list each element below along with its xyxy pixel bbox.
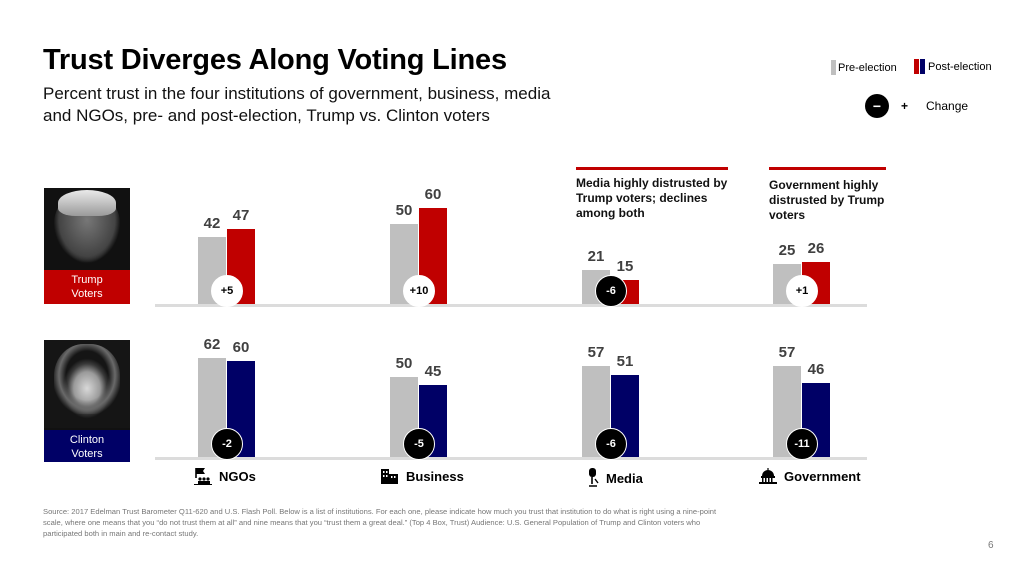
trump-media-change-badge: -6	[595, 275, 627, 307]
trump-baseline	[155, 304, 867, 307]
clinton-media-pre-value: 57	[587, 343, 605, 361]
category-business: Business	[380, 467, 464, 485]
trump-media-pre-value: 21	[587, 248, 605, 266]
clinton-government-post-value: 46	[807, 361, 825, 379]
page-number: 6	[988, 540, 994, 551]
legend-minus-circle: −	[865, 94, 889, 118]
legend-swatch-post-clinton	[920, 59, 925, 74]
trump-ngos-post-value: 47	[232, 206, 250, 224]
clinton-label-line2: Voters	[71, 448, 103, 460]
trump-voters-label: Trump Voters	[44, 270, 130, 304]
legend-swatch-post-trump	[914, 59, 919, 74]
trump-ngos-change-badge: +5	[211, 275, 243, 307]
clinton-business-pre-value: 50	[395, 355, 413, 372]
clinton-ngos-change-badge: -2	[211, 428, 243, 460]
trump-label-line2: Voters	[71, 288, 103, 300]
category-ngos: NGOs	[193, 467, 256, 485]
trump-business-pre-value: 50	[395, 202, 413, 219]
legend-change: − + Change	[865, 94, 968, 118]
media-microphone-icon	[586, 467, 600, 487]
clinton-business-change-badge: -5	[403, 428, 435, 460]
trump-photo: Trump Voters	[44, 188, 130, 304]
category-label: Business	[406, 468, 464, 484]
trump-government-change-badge: +1	[786, 275, 818, 307]
legend-plus: +	[901, 99, 909, 113]
clinton-ngos-pre-value: 62	[203, 335, 221, 353]
trump-business-change-badge: +10	[403, 275, 435, 307]
category-label: Media	[606, 471, 643, 486]
clinton-government-pre-value: 57	[778, 343, 796, 361]
legend-swatch-pre	[831, 60, 836, 75]
clinton-government-change-badge: -11	[786, 428, 818, 460]
government-annotation-text: Government highly distrusted by Trump vo…	[769, 178, 885, 222]
trump-ngos-pre-value: 42	[203, 214, 221, 232]
clinton-media-post-value: 51	[616, 353, 634, 371]
category-government: Government	[758, 467, 861, 485]
category-label: Government	[784, 468, 861, 484]
category-label: NGOs	[219, 468, 256, 484]
legend-change-label: Change	[926, 99, 969, 113]
annotation-rule	[769, 167, 886, 170]
source-footnote: Source: 2017 Edelman Trust Barometer Q11…	[43, 507, 717, 538]
clinton-baseline	[155, 457, 867, 460]
government-annotation: Government highly distrusted by Trump vo…	[769, 167, 899, 223]
legend-post-election: Post-election	[914, 59, 992, 74]
trump-government-post-value: 26	[807, 240, 825, 258]
legend-pre-election: Pre-election	[831, 60, 897, 75]
media-annotation-text: Media highly distrusted by Trump voters;…	[576, 176, 728, 220]
clinton-ngos-post-value: 60	[232, 339, 250, 356]
clinton-label-line1: Clinton	[69, 434, 105, 446]
business-building-icon	[380, 467, 400, 485]
portrait-hair	[58, 190, 116, 216]
category-media: Media	[586, 467, 643, 487]
legend-post-label: Post-election	[928, 60, 992, 73]
page-subtitle: Percent trust in the four institutions o…	[43, 84, 551, 125]
clinton-business-post-value: 45	[424, 363, 442, 380]
trump-media-post-value: 15	[616, 258, 634, 275]
trump-government-pre-value: 25	[778, 242, 796, 259]
portrait-shade	[54, 344, 120, 414]
trump-label-line1: Trump	[71, 274, 103, 286]
ngo-icon	[193, 467, 213, 485]
annotation-rule	[576, 167, 728, 170]
government-capitol-icon	[758, 467, 778, 485]
page-title: Trust Diverges Along Voting Lines	[43, 44, 507, 76]
media-annotation: Media highly distrusted by Trump voters;…	[576, 167, 736, 221]
trump-business-post-value: 60	[424, 186, 442, 203]
clinton-media-change-badge: -6	[595, 428, 627, 460]
clinton-photo: Clinton Voters	[44, 340, 130, 462]
clinton-voters-label: Clinton Voters	[44, 430, 130, 462]
legend-pre-label: Pre-election	[838, 61, 897, 74]
